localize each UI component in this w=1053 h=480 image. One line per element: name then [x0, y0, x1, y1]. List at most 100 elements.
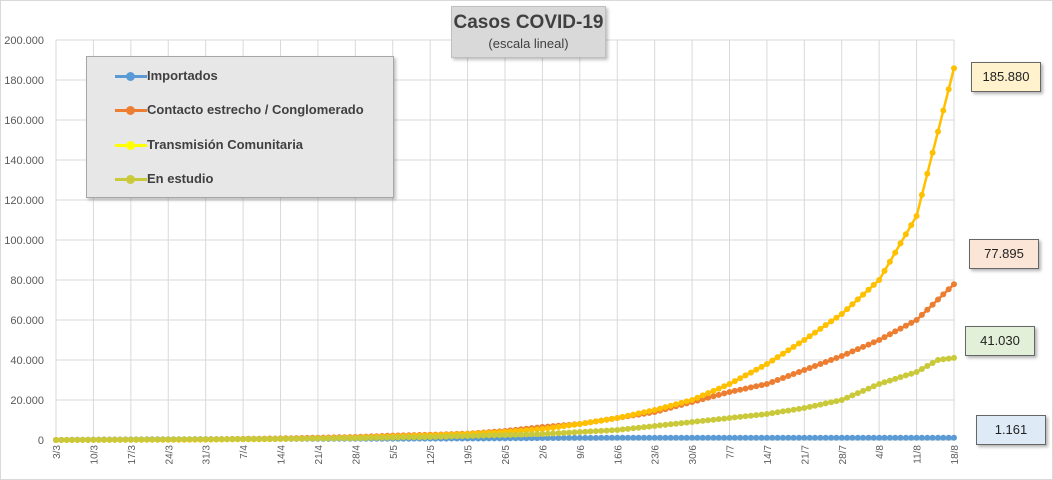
data-point — [630, 434, 637, 441]
data-point — [705, 417, 712, 424]
data-point — [892, 328, 899, 335]
data-point — [854, 346, 861, 353]
data-point — [935, 296, 941, 303]
series-estudio — [53, 354, 957, 443]
data-point — [854, 296, 861, 303]
data-point — [234, 436, 241, 442]
data-point — [582, 428, 589, 435]
data-point — [908, 370, 915, 377]
data-point — [630, 425, 637, 432]
chart-title: Casos COVID-19 — [453, 12, 604, 33]
data-point — [940, 434, 947, 441]
data-point — [908, 319, 915, 326]
data-point — [812, 329, 818, 336]
x-tick-label: 10/3 — [89, 445, 100, 465]
data-point — [758, 434, 765, 441]
data-point — [314, 435, 321, 442]
x-tick-label: 19/5 — [464, 445, 475, 465]
data-point — [769, 434, 776, 441]
data-point — [822, 322, 829, 329]
data-point — [127, 436, 134, 443]
data-point — [838, 397, 845, 403]
y-tick-label: 160.000 — [4, 115, 44, 127]
series-layer — [53, 65, 957, 443]
data-point — [747, 369, 754, 376]
data-point — [624, 412, 631, 419]
data-point — [796, 405, 802, 412]
x-tick-label: 31/3 — [202, 445, 213, 465]
data-point — [865, 385, 872, 392]
data-point — [528, 431, 535, 438]
data-point — [496, 432, 503, 439]
x-tick-label: 24/3 — [164, 445, 175, 465]
data-point — [667, 421, 674, 428]
data-point — [608, 434, 615, 441]
data-point — [224, 436, 230, 443]
data-point — [737, 434, 744, 441]
data-point — [742, 372, 749, 379]
data-point — [550, 435, 557, 441]
data-point — [624, 425, 631, 432]
data-point — [844, 306, 851, 313]
data-point — [357, 435, 364, 442]
data-point — [881, 267, 888, 274]
data-point — [886, 377, 893, 384]
data-point — [929, 360, 936, 366]
data-point — [641, 424, 647, 431]
data-point — [918, 434, 925, 441]
data-point — [774, 377, 781, 383]
data-point — [780, 408, 786, 415]
data-point — [651, 407, 658, 413]
data-point — [566, 429, 573, 436]
data-point — [261, 435, 268, 442]
data-point — [74, 436, 81, 443]
data-point — [710, 387, 717, 394]
data-point — [924, 434, 931, 441]
data-point — [817, 325, 824, 332]
data-point — [731, 378, 738, 385]
data-point — [892, 434, 899, 441]
data-point — [951, 281, 957, 288]
data-point — [902, 231, 909, 238]
data-point — [881, 334, 888, 341]
data-point — [566, 422, 573, 429]
data-point — [651, 434, 658, 441]
data-point — [432, 433, 439, 440]
data-point — [587, 419, 594, 426]
data-point — [480, 432, 487, 439]
data-point — [790, 371, 797, 377]
data-point — [646, 408, 653, 415]
data-point — [715, 434, 722, 441]
data-point — [806, 434, 813, 441]
data-point — [560, 434, 567, 441]
data-point — [774, 354, 781, 361]
data-point — [780, 375, 786, 381]
data-point — [689, 397, 696, 403]
data-point — [181, 436, 188, 443]
x-tick-label: 21/7 — [800, 445, 811, 465]
x-tick-label: 14/4 — [277, 445, 288, 465]
data-point — [876, 337, 883, 343]
data-point — [475, 432, 482, 439]
data-point — [175, 436, 182, 443]
data-point — [715, 385, 722, 392]
data-point — [737, 375, 744, 382]
data-point — [550, 424, 557, 431]
data-point — [822, 434, 829, 441]
data-point — [838, 434, 845, 441]
data-point — [245, 436, 252, 442]
data-point — [769, 410, 776, 417]
data-point — [304, 435, 311, 442]
data-point — [924, 170, 931, 177]
data-point — [790, 406, 797, 413]
data-point — [336, 435, 343, 442]
data-point — [518, 431, 524, 438]
data-point — [646, 434, 653, 441]
data-point — [780, 350, 786, 357]
data-point — [929, 301, 936, 308]
data-point — [534, 426, 541, 433]
data-point — [699, 417, 706, 424]
data-point — [806, 333, 813, 340]
data-point — [774, 409, 781, 416]
data-point — [673, 420, 679, 427]
